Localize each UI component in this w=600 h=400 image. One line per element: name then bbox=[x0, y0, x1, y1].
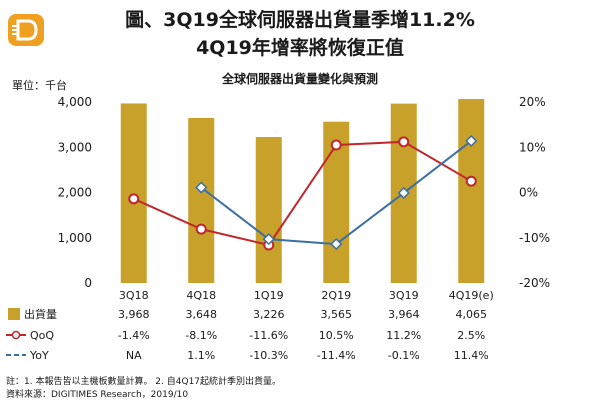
yoy-point-4Q19(e) bbox=[465, 134, 478, 147]
yoy-point-1Q19 bbox=[262, 233, 275, 246]
category-label: 4Q18 bbox=[186, 289, 216, 302]
y-tick-label: 4,000 bbox=[58, 95, 92, 109]
shipment-value-2Q19: 3,565 bbox=[321, 308, 353, 321]
legend-key-qoq-marker bbox=[11, 330, 21, 340]
y2-tick-label: -20% bbox=[519, 276, 550, 290]
y2-tick-label: 10% bbox=[519, 140, 546, 154]
y-tick-label: 0 bbox=[84, 276, 92, 290]
shipment-value-4Q18: 3,648 bbox=[186, 308, 218, 321]
category-label: 2Q19 bbox=[321, 289, 351, 302]
qoq-value-3Q18: -1.4% bbox=[118, 329, 150, 342]
legend-label-shipment: 出貨量 bbox=[24, 307, 57, 321]
qoq-point-4Q19(e) bbox=[465, 175, 477, 187]
y-tick-label: 2,000 bbox=[58, 186, 92, 200]
y2-tick-label: -10% bbox=[519, 231, 550, 245]
qoq-value-4Q18: -8.1% bbox=[185, 329, 217, 342]
qoq-value-4Q19(e): 2.5% bbox=[457, 329, 485, 342]
legend-key-shipment bbox=[8, 308, 20, 320]
data-source: 資料來源：DIGITIMES Research，2019/10 bbox=[6, 390, 189, 400]
bar-1Q19 bbox=[255, 137, 282, 283]
yoy-value-4Q19(e): 11.4% bbox=[454, 349, 489, 362]
y2-tick-label: 0% bbox=[519, 186, 538, 200]
category-label: 3Q19 bbox=[389, 289, 419, 302]
bar-3Q18 bbox=[120, 103, 147, 283]
y-tick-label: 1,000 bbox=[58, 231, 92, 245]
shipment-value-1Q19: 3,226 bbox=[253, 308, 285, 321]
legend-label-qoq: QoQ bbox=[30, 329, 54, 342]
yoy-value-3Q19: -0.1% bbox=[388, 349, 420, 362]
qoq-line bbox=[133, 140, 472, 247]
yoy-point-4Q18 bbox=[195, 181, 208, 194]
chart-title: 全球伺服器出貨量變化與預測 bbox=[221, 72, 378, 86]
yoy-value-2Q19: -11.4% bbox=[317, 349, 356, 362]
shipment-value-3Q18: 3,968 bbox=[118, 308, 150, 321]
qoq-value-3Q19: 11.2% bbox=[386, 329, 421, 342]
yoy-point-2Q19 bbox=[330, 238, 343, 251]
yoy-value-3Q18: NA bbox=[126, 349, 142, 362]
qoq-value-1Q19: -11.6% bbox=[249, 329, 288, 342]
y-tick-label: 3,000 bbox=[58, 140, 92, 154]
yoy-value-1Q19: -10.3% bbox=[249, 349, 288, 362]
qoq-point-4Q18 bbox=[195, 223, 207, 235]
qoq-point-2Q19 bbox=[330, 139, 342, 151]
category-label: 4Q19(e) bbox=[449, 289, 494, 302]
footnote: 註：1. 本報告皆以主機板數量計算。 2. 自4Q17起統計季別出貨量。 bbox=[6, 377, 282, 387]
category-label: 3Q18 bbox=[119, 289, 149, 302]
page-subtitle: 4Q19年增率將恢復正值 bbox=[196, 37, 404, 59]
page-title: 圖、3Q19全球伺服器出貨量季增11.2% bbox=[125, 9, 475, 31]
shipment-value-3Q19: 3,964 bbox=[388, 308, 420, 321]
bar-4Q19(e) bbox=[458, 99, 485, 283]
y-axis-unit-label: 單位：千台 bbox=[12, 79, 67, 92]
digitimes-logo-icon bbox=[8, 14, 44, 46]
bar-4Q18 bbox=[188, 117, 215, 283]
category-label: 1Q19 bbox=[254, 289, 284, 302]
y2-tick-label: 20% bbox=[519, 95, 546, 109]
legend-label-yoy: YoY bbox=[29, 349, 49, 362]
yoy-value-4Q18: 1.1% bbox=[187, 349, 215, 362]
qoq-point-3Q18 bbox=[128, 193, 140, 205]
yoy-point-3Q19 bbox=[397, 186, 410, 200]
qoq-point-3Q19 bbox=[398, 136, 410, 148]
shipment-value-4Q19(e): 4,065 bbox=[456, 308, 488, 321]
qoq-value-2Q19: 10.5% bbox=[319, 329, 354, 342]
